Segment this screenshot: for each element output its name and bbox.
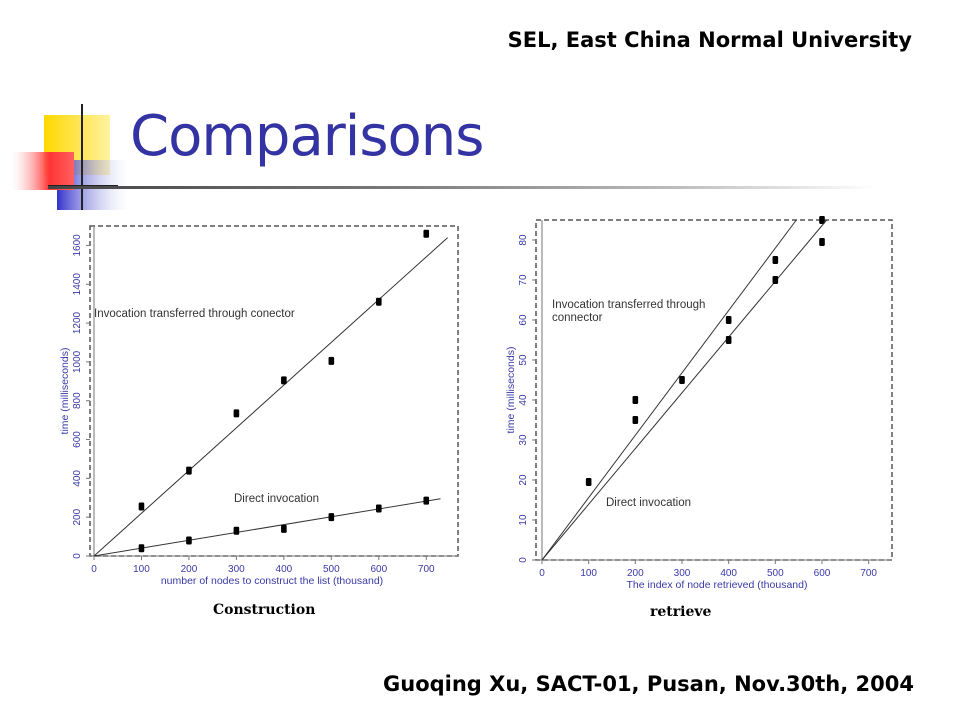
c2-series-0-point — [819, 216, 825, 224]
c1-plot-frame — [89, 225, 459, 557]
c2-series-1-point — [819, 238, 825, 246]
c1-y-tick-label: 800 — [72, 392, 83, 409]
c1-x-tick-label: 400 — [276, 564, 293, 575]
c2-y-tick-label: 60 — [518, 314, 529, 326]
c1-series-0-point — [423, 229, 430, 238]
c1-y-tick-label: 1200 — [72, 311, 83, 334]
c1-series-1-label: Direct invocation — [234, 493, 319, 505]
retrieve-chart: 0 100 200 300 400 500 600 700 0 10 20 30 40 50 60 70 80 T… — [494, 214, 896, 606]
c1-x-tick-label: 0 — [91, 564, 97, 575]
c2-y-tick-label: 10 — [518, 514, 529, 526]
c1-series-0-label: Invocation transferred through conector — [94, 308, 295, 320]
c1-y-tick-label: 600 — [72, 431, 83, 448]
c1-series-0-point — [376, 297, 382, 306]
c1-x-tick-label: 600 — [370, 564, 387, 575]
c2-x-tick-label: 200 — [627, 568, 644, 579]
title-divider — [48, 186, 878, 189]
construction-chart-plot: 0 100 200 300 400 500 600 700 0 200 400 600 800 1000 1… — [59, 225, 459, 587]
c2-series-1-fit-line — [541, 219, 828, 561]
c1-y-tick-label: 1000 — [72, 350, 83, 373]
c2-series-0-fit-line — [541, 219, 797, 561]
c2-y-tick-label: 50 — [518, 354, 529, 366]
c2-x-tick-label: 600 — [814, 568, 831, 579]
c1-series-0-point — [233, 409, 240, 418]
c1-series-0-point — [138, 502, 145, 511]
c2-x-tick-label: 700 — [860, 568, 877, 579]
c2-y-tick-label: 70 — [518, 274, 529, 286]
retrieve-chart-plot: 0 100 200 300 400 500 600 700 0 10 20 30 40 50 60 70 80 T… — [505, 216, 893, 591]
c1-series-1-point — [186, 536, 192, 545]
c2-x-tick-label: 0 — [539, 568, 545, 579]
c2-y-tick-label: 30 — [518, 434, 529, 446]
c2-series-1-point — [632, 416, 639, 424]
c1-series-1-point — [138, 544, 145, 553]
slide-decoration-icon — [12, 104, 129, 210]
c2-series-0-point — [772, 256, 779, 264]
c1-x-axis-label: number of nodes to construct the list (t… — [161, 575, 383, 587]
c2-y-tick-label: 80 — [518, 234, 529, 246]
construction-chart: 0 100 200 300 400 500 600 700 0 200 400 600 800 1000 1… — [40, 222, 462, 597]
footer-citation: Guoqing Xu, SACT-01, Pusan, Nov.30th, 20… — [383, 672, 914, 696]
c2-series-1-point — [772, 276, 779, 284]
c2-x-tick-label: 500 — [767, 568, 784, 579]
c1-y-tick-label: 200 — [72, 508, 83, 525]
c1-series-1-point — [328, 513, 335, 522]
c1-series-0-point — [281, 376, 287, 385]
c1-y-tick-label: 1400 — [72, 273, 83, 296]
c1-x-tick-label: 500 — [323, 564, 340, 575]
c1-series-1-point — [423, 496, 430, 505]
c2-plot-frame — [535, 219, 893, 561]
c1-y-axis-label: time (milliseconds) — [59, 348, 71, 435]
c2-y-tick-label: 20 — [518, 474, 529, 486]
c1-series-1-point — [376, 504, 382, 513]
c2-series-1-point — [679, 376, 685, 384]
c1-x-tick-label: 700 — [418, 564, 435, 575]
c1-series-0-point — [328, 356, 335, 365]
organization-header: SEL, East China Normal University — [507, 28, 912, 52]
c2-series-1-point — [725, 336, 732, 344]
c1-series-0-point — [186, 466, 192, 475]
c2-y-tick-label: 0 — [518, 557, 529, 563]
c2-series-0-point — [632, 396, 639, 404]
c2-y-axis-label: time (milliseconds) — [505, 347, 517, 434]
c2-y-tick-label: 40 — [518, 394, 529, 406]
construction-caption: Construction — [213, 602, 316, 618]
c1-x-tick-label: 100 — [133, 564, 150, 575]
c1-y-tick-label: 400 — [72, 470, 83, 487]
c1-series-1-fit-line — [93, 498, 441, 557]
c2-series-0-point — [725, 316, 732, 324]
c2-series-1-label: Direct invocation — [606, 497, 691, 509]
c1-x-tick-label: 300 — [228, 564, 245, 575]
slide-title: Comparisons — [130, 104, 484, 169]
c1-series-0-fit-line — [93, 237, 448, 557]
c2-series-0-label: Invocation transferred through connector — [552, 299, 705, 324]
c2-x-tick-label: 400 — [720, 568, 737, 579]
c1-series-1-point — [233, 526, 240, 535]
retrieve-caption: retrieve — [650, 604, 712, 620]
c1-x-tick-label: 200 — [181, 564, 198, 575]
c1-series-1-point — [281, 524, 287, 533]
c1-y-tick-label: 0 — [72, 553, 83, 559]
c1-y-tick-label: 1600 — [72, 234, 83, 257]
c2-series-0-point — [585, 478, 592, 486]
c2-x-tick-label: 100 — [580, 568, 597, 579]
c2-x-tick-label: 300 — [674, 568, 691, 579]
c2-x-axis-label: The index of node retrieved (thousand) — [627, 579, 808, 591]
